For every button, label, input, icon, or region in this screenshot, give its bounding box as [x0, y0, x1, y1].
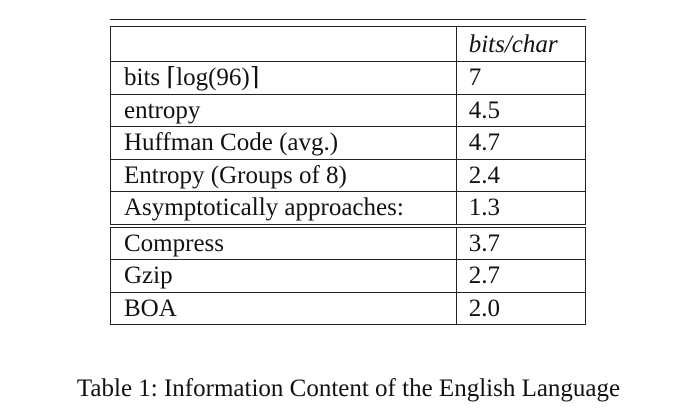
header-label-cell [110, 26, 457, 62]
row-label: BOA [110, 291, 457, 325]
row-label: Entropy (Groups of 8) [110, 158, 457, 192]
row-value: 7 [455, 61, 587, 95]
table-row: bits ⌈log(96)⌉ 7 [110, 61, 587, 95]
header-unit-cell: bits/char [455, 26, 587, 62]
table-row: Entropy (Groups of 8) 2.4 [110, 158, 587, 192]
table-row: Compress 3.7 [110, 223, 587, 260]
row-label: Huffman Code (avg.) [110, 126, 457, 160]
row-value: 1.3 [455, 191, 587, 226]
row-value: 2.7 [455, 259, 587, 293]
table-row: Huffman Code (avg.) 4.7 [110, 126, 587, 160]
row-value: 4.7 [455, 126, 587, 160]
table-row: Asymptotically approaches: 1.3 [110, 191, 587, 226]
information-content-table: bits/char bits ⌈log(96)⌉ 7 entropy 4.5 H… [110, 26, 587, 325]
table-top-rule [110, 19, 586, 20]
row-value: 2.4 [455, 158, 587, 192]
row-label: Compress [110, 223, 457, 260]
table-row: entropy 4.5 [110, 93, 587, 127]
table-caption: Table 1: Information Content of the Engl… [76, 375, 621, 402]
row-label: bits ⌈log(96)⌉ [110, 61, 457, 95]
table-row: BOA 2.0 [110, 291, 587, 325]
row-label: Gzip [110, 259, 457, 293]
row-value: 3.7 [455, 223, 587, 260]
row-label: Asymptotically approaches: [110, 191, 457, 226]
row-value: 4.5 [455, 93, 587, 127]
row-value: 2.0 [455, 291, 587, 325]
row-label: entropy [110, 93, 457, 127]
table-row: Gzip 2.7 [110, 259, 587, 293]
table-header-row: bits/char [110, 26, 587, 62]
